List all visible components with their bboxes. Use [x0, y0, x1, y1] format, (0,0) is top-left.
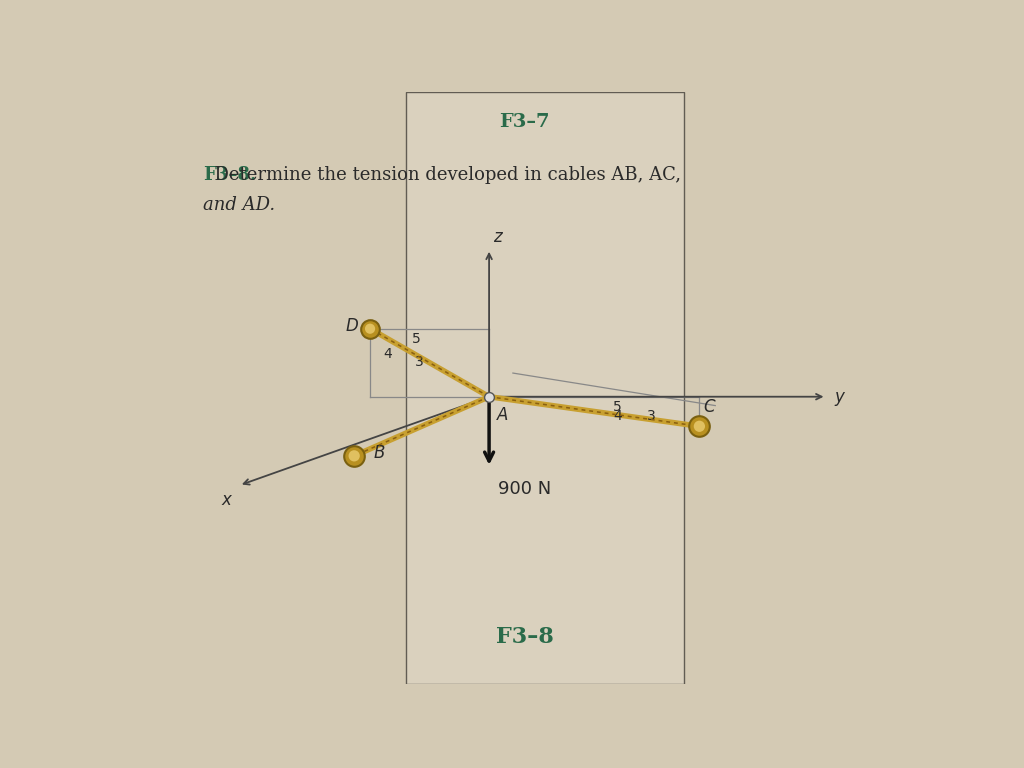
Text: A: A	[497, 406, 508, 424]
Text: F3–8.: F3–8.	[204, 166, 257, 184]
Point	[691, 420, 708, 432]
Text: 5: 5	[613, 400, 622, 414]
Text: C: C	[703, 398, 715, 415]
Text: F3–8: F3–8	[496, 626, 554, 648]
Point	[481, 391, 498, 403]
Text: z: z	[493, 228, 502, 246]
Point	[361, 323, 378, 335]
Text: B: B	[374, 444, 385, 462]
Point	[691, 420, 708, 432]
Text: and AD.: and AD.	[204, 196, 275, 214]
Text: y: y	[835, 388, 844, 406]
Text: D: D	[345, 316, 358, 335]
Text: 900 N: 900 N	[498, 479, 552, 498]
Text: 4: 4	[384, 346, 392, 360]
Point	[346, 450, 362, 462]
Point	[346, 450, 362, 462]
Text: Determine the tension developed in cables AB, AC,: Determine the tension developed in cable…	[204, 166, 681, 184]
FancyBboxPatch shape	[406, 92, 684, 684]
Text: F3–7: F3–7	[500, 113, 550, 131]
Text: x: x	[221, 492, 231, 509]
Text: 5: 5	[412, 333, 421, 346]
Text: 3: 3	[415, 356, 424, 369]
Text: 3: 3	[647, 409, 656, 423]
Text: 4: 4	[613, 409, 622, 423]
Point	[361, 323, 378, 335]
